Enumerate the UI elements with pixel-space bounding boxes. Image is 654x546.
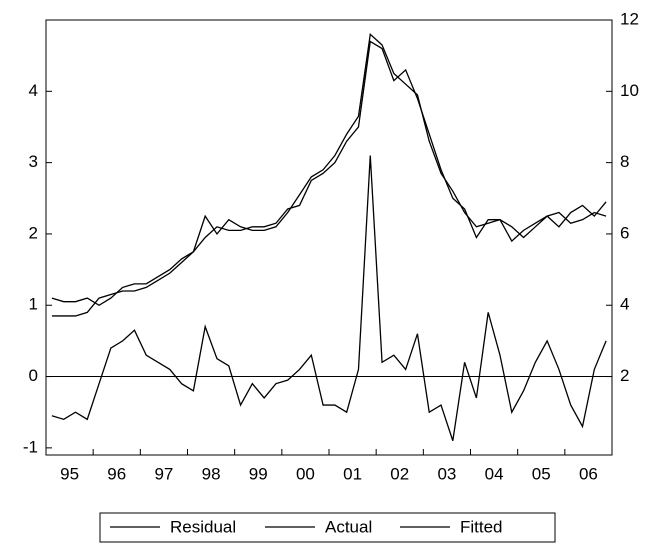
x-tick-label: 05: [532, 464, 551, 483]
x-tick-label: 95: [60, 464, 79, 483]
x-tick-label: 02: [390, 464, 409, 483]
y-tick-label: 2: [29, 223, 38, 242]
y2-tick-label: 4: [620, 295, 629, 314]
x-tick-label: 03: [437, 464, 456, 483]
x-tick-label: 01: [343, 464, 362, 483]
series-line: [51, 40, 607, 317]
y2-tick-label: 12: [620, 9, 639, 28]
legend-label: Fitted: [460, 517, 503, 536]
x-tick-label: 00: [296, 464, 315, 483]
y-tick-label: 1: [29, 295, 38, 314]
legend-label: Actual: [325, 517, 372, 536]
y-tick-label: 3: [29, 152, 38, 171]
x-tick-label: 98: [202, 464, 221, 483]
legend-box: [99, 512, 556, 543]
y-tick-label: 0: [29, 366, 38, 385]
x-tick-label: 97: [154, 464, 173, 483]
x-tick-label: 96: [107, 464, 126, 483]
y2-tick-label: 6: [620, 223, 629, 242]
y2-tick-label: 8: [620, 152, 629, 171]
legend-label: Residual: [170, 517, 236, 536]
y-tick-label: 4: [29, 81, 38, 100]
y-tick-label: -1: [23, 437, 38, 456]
x-tick-label: 06: [579, 464, 598, 483]
y2-tick-label: 2: [620, 366, 629, 385]
series-line: [51, 32, 607, 307]
x-tick-label: 99: [249, 464, 268, 483]
series-line: [51, 155, 607, 441]
y2-tick-label: 10: [620, 81, 639, 100]
x-tick-label: 04: [485, 464, 504, 483]
plot-frame: [45, 19, 613, 456]
